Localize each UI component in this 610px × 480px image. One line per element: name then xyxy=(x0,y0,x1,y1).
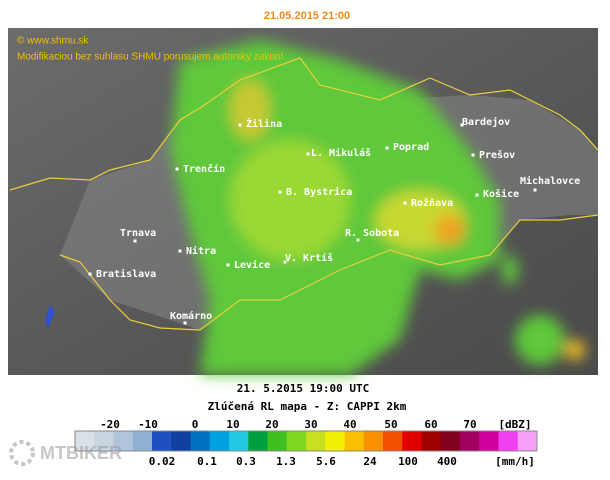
dbz-label: 20 xyxy=(265,418,278,431)
rain-label: 0.1 xyxy=(197,455,217,468)
legend-swatch xyxy=(248,431,268,451)
cities: Žilina Trenčín L. Mikuláš Poprad Bardejov Pre… xyxy=(88,116,580,325)
city-label: Bardejov xyxy=(462,116,510,128)
dbz-label: 30 xyxy=(304,418,317,431)
dbz-label: 50 xyxy=(384,418,397,431)
rain-label: 24 xyxy=(363,455,377,468)
city-dot xyxy=(178,249,182,253)
city-label: L. Mikuláš xyxy=(311,147,371,159)
legend-swatch xyxy=(94,431,114,451)
city-dot xyxy=(88,272,92,276)
city-label: Nitra xyxy=(186,245,216,257)
rain-label: 0.02 xyxy=(149,455,176,468)
city-dot xyxy=(278,190,282,194)
city-label: Poprad xyxy=(393,142,429,153)
border xyxy=(9,57,599,191)
city-label: Žilina xyxy=(246,117,282,130)
rain-label: 1.3 xyxy=(276,455,296,468)
legend-swatch xyxy=(171,431,191,451)
legend-swatch xyxy=(190,431,211,451)
credit: © www.shmu.sk xyxy=(17,36,89,47)
lake xyxy=(45,305,55,328)
legend-swatch xyxy=(152,431,172,451)
dbz-label: 10 xyxy=(226,418,239,431)
city-dot xyxy=(175,167,179,171)
legend-swatch xyxy=(421,431,442,451)
rain-label: 0.3 xyxy=(236,455,256,468)
city-dot xyxy=(133,239,137,243)
legend-swatch xyxy=(363,431,384,451)
legend-swatch xyxy=(229,431,249,451)
city-label: Košice xyxy=(483,188,519,200)
caption-time: 21. 5.2015 19:00 UTC xyxy=(237,382,369,395)
dbz-label: 70 xyxy=(463,418,476,431)
legend-swatch xyxy=(498,431,519,451)
city-dot xyxy=(356,238,360,242)
legend-swatch xyxy=(286,431,307,451)
dbz-label: -20 xyxy=(100,418,120,431)
city-dot xyxy=(460,123,464,127)
city-dot xyxy=(226,263,230,267)
legend-swatch xyxy=(132,431,153,451)
dbz-label: 60 xyxy=(424,418,437,431)
legend-swatch xyxy=(325,431,345,451)
watermark-text: MTBIKER xyxy=(40,443,122,463)
rain-label: 5.6 xyxy=(316,455,336,468)
color-legend: -20 -10 0 10 20 30 40 50 60 70 [dBZ] 0.02 0.1 0.3 1.3 5… xyxy=(74,418,538,468)
city-label: Bratislava xyxy=(96,268,156,280)
dbz-label: 40 xyxy=(343,418,356,431)
title: 21.05.2015 21:00 xyxy=(264,10,350,22)
watermark: MTBIKER xyxy=(9,440,122,466)
city-label: Prešov xyxy=(479,149,515,161)
city-label: R. Sobota xyxy=(345,228,399,239)
legend-swatch xyxy=(402,431,422,451)
city-label: Komárno xyxy=(170,310,212,322)
legend-swatch xyxy=(344,431,365,451)
city-label: Trnava xyxy=(120,228,156,239)
legend-swatch xyxy=(75,431,95,451)
dbz-unit: [dBZ] xyxy=(498,418,531,431)
caption-product: Zlúčená RL mapa - Z: CAPPI 2km xyxy=(208,400,407,413)
dbz-label: -10 xyxy=(138,418,158,431)
city-dot xyxy=(403,201,407,205)
city-dot xyxy=(306,152,310,156)
city-label: B. Bystrica xyxy=(286,186,352,198)
legend-swatch xyxy=(383,431,403,451)
rain-label: 100 xyxy=(398,455,418,468)
rain-unit: [mm/h] xyxy=(495,455,535,468)
precipitation xyxy=(170,40,585,375)
radar-map: © www.shmu.sk Modifikaciou bez suhlasu S… xyxy=(8,28,599,375)
legend-swatch xyxy=(517,431,538,451)
city-dot xyxy=(533,188,537,192)
legend-swatch xyxy=(460,431,480,451)
rain-label: 400 xyxy=(437,455,457,468)
city-label: Trenčín xyxy=(183,163,225,175)
legend-swatch xyxy=(267,431,288,451)
city-label: Levice xyxy=(234,259,270,271)
city-dot xyxy=(475,193,479,197)
city-label: V. Krtíš xyxy=(285,252,333,264)
border xyxy=(59,214,599,331)
credit: Modifikaciou bez suhlasu SHMU porusujem … xyxy=(17,52,283,63)
city-dot xyxy=(471,153,475,157)
legend-swatch xyxy=(479,431,499,451)
legend-frame xyxy=(74,430,538,452)
legend-swatch xyxy=(209,431,230,451)
legend-swatch xyxy=(113,431,134,451)
city-dot xyxy=(183,321,187,325)
dbz-label: 0 xyxy=(192,418,199,431)
legend-swatch xyxy=(306,431,326,451)
city-label: Rožňava xyxy=(411,197,453,209)
city-dot xyxy=(283,260,287,264)
city-label: Michalovce xyxy=(520,175,580,187)
city-dot xyxy=(385,146,389,150)
city-dot xyxy=(238,123,242,127)
legend-swatch xyxy=(440,431,461,451)
